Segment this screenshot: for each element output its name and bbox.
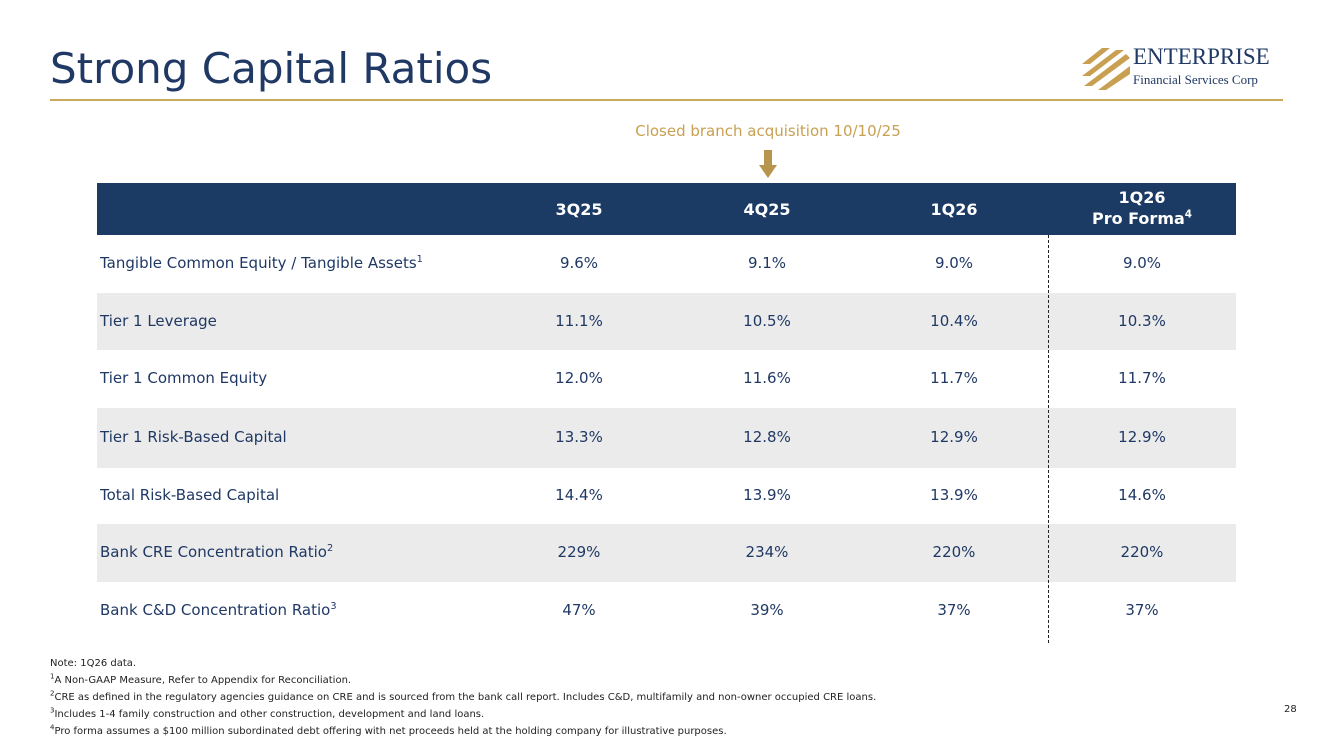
footnote: 2CRE as defined in the regulatory agenci… <box>50 689 877 703</box>
table-cell: 11.6% <box>743 369 791 387</box>
pro-forma-divider <box>1048 235 1049 643</box>
footnote: 1A Non-GAAP Measure, Refer to Appendix f… <box>50 672 352 686</box>
table-cell: 10.5% <box>743 311 791 330</box>
row-label: Tier 1 Common Equity <box>100 369 267 387</box>
table-cell: 37% <box>937 601 971 619</box>
column-header: 1Q26 Pro Forma4 <box>1052 187 1232 229</box>
row-label-text: Tier 1 Risk-Based Capital <box>100 428 287 446</box>
table-row: Bank C&D Concentration Ratio3 47% 39% 37% 37… <box>97 582 1236 640</box>
table-cell: 37% <box>1125 601 1159 619</box>
table-cell: 9.0% <box>1122 254 1162 272</box>
column-header-line: 4Q25 <box>743 200 791 219</box>
logo-subtitle: Financial Services Corp <box>1133 72 1258 87</box>
footnote-ref: 3 <box>330 601 337 612</box>
table-cell: 9.6% <box>559 254 599 272</box>
table-cell: 10.4% <box>930 311 978 330</box>
row-label: Tangible Common Equity / Tangible Assets… <box>100 254 423 272</box>
row-label-text: Bank C&D Concentration Ratio <box>100 601 331 619</box>
logo-mark <box>1082 48 1130 90</box>
footnote-ref: 2 <box>326 543 334 554</box>
table-cell: 12.9% <box>930 428 978 446</box>
logo-name: ENTERPRISE <box>1133 44 1270 69</box>
page-number: 28 <box>1284 704 1297 715</box>
footnote-text: Note: 1Q26 data. <box>50 658 137 669</box>
footnote-ref: 1 <box>416 254 423 265</box>
header-row <box>97 183 1236 235</box>
column-header-line: 1Q26 <box>1118 188 1166 207</box>
footnote: 3Includes 1-4 family construction and ot… <box>50 706 485 720</box>
column-header: 1Q26 <box>864 199 1044 220</box>
table-cell: 12.0% <box>555 369 603 387</box>
row-label-text: Total Risk-Based Capital <box>100 486 280 504</box>
table-row: Tangible Common Equity / Tangible Assets… <box>97 235 1236 293</box>
footnote-marker: 1 <box>50 672 55 681</box>
table-cell: 9.0% <box>934 254 974 272</box>
footnote-text: A Non-GAAP Measure, Refer to Appendix fo… <box>54 675 352 686</box>
row-label-text: Bank CRE Concentration Ratio <box>100 543 327 561</box>
row-label-text: Tier 1 Leverage <box>100 311 217 330</box>
row-label-text: Tier 1 Common Equity <box>100 369 268 387</box>
title: Strong Capital Ratios <box>50 44 493 93</box>
table-cell: 10.3% <box>1118 311 1166 330</box>
table-cell: 9.1% <box>747 254 787 272</box>
row-label: Bank C&D Concentration Ratio3 <box>100 601 337 619</box>
table-cell: 220% <box>932 543 976 561</box>
footnote-text: Pro forma assumes a $100 million subordi… <box>54 726 727 737</box>
column-header-line: 1Q26 <box>930 200 978 219</box>
footnote-marker: 4 <box>50 723 55 732</box>
row-label: Tier 1 Leverage <box>100 312 217 330</box>
table-row: Tier 1 Risk-Based Capital 13.3% 12.8% 12.9%… <box>97 408 1236 468</box>
table-row: Tier 1 Common Equity 12.0% 11.6% 11.7% 11.7% <box>97 350 1236 408</box>
title-rule <box>50 99 1283 101</box>
table-cell: 47% <box>562 601 596 619</box>
annotation: Closed branch acquisition 10/10/25 <box>635 122 901 140</box>
column-header-text: Pro Forma <box>1091 209 1185 228</box>
table-cell: 229% <box>557 543 601 561</box>
row-label: Tier 1 Risk-Based Capital <box>100 428 287 446</box>
table-cell: 12.8% <box>743 428 791 446</box>
table-cell: 14.4% <box>555 486 603 504</box>
table-cell: 13.3% <box>555 428 603 446</box>
column-header: 4Q25 <box>677 199 857 220</box>
table-cell: 13.9% <box>743 486 791 504</box>
column-header: 3Q25 <box>489 199 669 220</box>
row-label: Total Risk-Based Capital <box>100 486 279 504</box>
row-label: Bank CRE Concentration Ratio2 <box>100 543 333 561</box>
footnote-text: CRE as defined in the regulatory agencie… <box>54 692 877 703</box>
table-cell: 12.9% <box>1118 428 1166 446</box>
table-cell: 220% <box>1120 543 1164 561</box>
table-cell: 11.1% <box>555 311 603 330</box>
footnote: Note: 1Q26 data. <box>50 658 136 669</box>
table-cell: 13.9% <box>930 486 978 504</box>
annotation-arrow <box>759 150 777 178</box>
footnote-marker: 3 <box>50 706 55 715</box>
table-row: Tier 1 Leverage 11.1% 10.5% 10.4% 10.3% <box>97 293 1236 350</box>
column-header-line: 3Q25 <box>555 200 603 219</box>
table: 3Q25 4Q25 1Q26 1Q26 Pro Forma4 Tangible Commo… <box>97 183 1236 643</box>
table-cell: 11.7% <box>1118 369 1166 387</box>
table-cell: 234% <box>745 543 789 561</box>
table-row: Bank CRE Concentration Ratio2 229% 234% 220… <box>97 524 1236 582</box>
row-label-text: Tangible Common Equity / Tangible Assets <box>100 254 417 272</box>
table-cell: 11.7% <box>930 369 978 387</box>
footnote-marker: 2 <box>50 689 55 698</box>
footnote: 4Pro forma assumes a $100 million subord… <box>50 723 727 737</box>
column-header-line: Pro Forma4 <box>1052 208 1232 229</box>
table-row: Total Risk-Based Capital 14.4% 13.9% 13.9% 1… <box>97 468 1236 524</box>
footnote-text: Includes 1-4 family construction and oth… <box>54 709 485 720</box>
footnote-ref: 4 <box>1184 208 1193 221</box>
table-cell: 14.6% <box>1118 486 1166 504</box>
table-cell: 39% <box>750 601 784 619</box>
